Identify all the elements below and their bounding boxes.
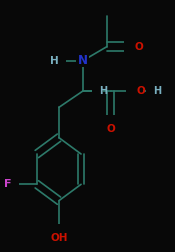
Text: OH: OH xyxy=(50,233,68,243)
Text: O: O xyxy=(134,42,143,52)
Bar xyxy=(50,224,68,238)
Text: N: N xyxy=(78,54,88,67)
Bar xyxy=(126,85,143,98)
Bar xyxy=(76,54,89,67)
Bar xyxy=(92,85,103,97)
Bar xyxy=(124,40,141,53)
Bar xyxy=(104,115,117,128)
Bar xyxy=(55,55,66,67)
Bar xyxy=(6,178,19,191)
Text: O: O xyxy=(106,124,115,134)
Text: H: H xyxy=(153,86,161,96)
Bar xyxy=(146,85,157,97)
Text: H: H xyxy=(50,56,59,66)
Text: H: H xyxy=(99,86,108,96)
Text: F: F xyxy=(4,179,11,189)
Text: O: O xyxy=(136,86,145,96)
